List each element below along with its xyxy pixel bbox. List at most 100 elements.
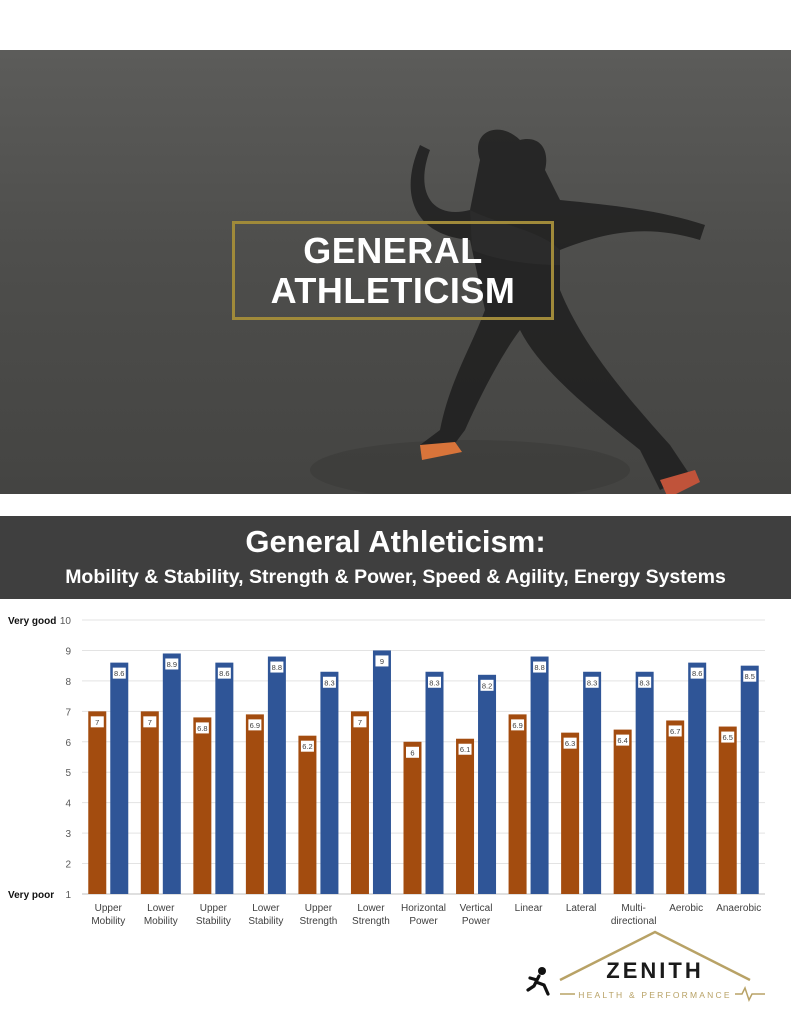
data-label: 8.3: [639, 678, 649, 687]
x-tick-label: Power: [409, 916, 438, 927]
y-tick-label: 9: [65, 646, 71, 657]
data-label: 8.8: [534, 663, 544, 672]
data-label-box: [406, 746, 419, 758]
bar-post: [162, 653, 181, 894]
logo-name: ZENITH: [606, 958, 703, 983]
bar-pre: [193, 717, 212, 894]
x-tick-label: Upper: [305, 903, 333, 914]
bar-post: [583, 671, 602, 894]
x-tick-label: Power: [462, 916, 491, 927]
data-label: 7: [358, 718, 362, 727]
bar-chart: 1 2 3 4 5 6 7 8 9 10 Very good Very poor 7 8.6 Upper Mo…: [8, 616, 765, 927]
data-label: 6: [410, 748, 414, 757]
section-subtitle: Mobility & Stability, Strength & Power, …: [65, 566, 726, 588]
data-label: 8.3: [324, 678, 334, 687]
x-tick-label: Horizontal: [401, 903, 446, 914]
bar-pre: [718, 726, 737, 894]
bar-pre: [613, 729, 632, 894]
data-label: 6.2: [302, 742, 312, 751]
bar-pre: [666, 720, 685, 894]
data-label: 8.6: [114, 669, 124, 678]
data-label-box: [616, 734, 630, 746]
data-label: 6.3: [565, 739, 575, 748]
x-tick-label: Multi-: [621, 903, 645, 914]
heartbeat-icon: [735, 986, 765, 1002]
bar-post: [478, 674, 497, 894]
data-label-box: [721, 731, 735, 743]
data-label-box: [668, 725, 682, 737]
bar-pre: [561, 732, 580, 894]
bar-pre: [350, 711, 369, 894]
data-label-box: [375, 655, 389, 667]
x-tick-label: Upper: [200, 903, 228, 914]
y-tick-label: 5: [65, 768, 71, 779]
data-label-box: [248, 719, 262, 731]
y-tick-label: 3: [65, 829, 71, 840]
data-label-box: [690, 667, 704, 679]
x-tick-label: Mobility: [91, 916, 125, 927]
x-tick-label: Linear: [515, 903, 543, 914]
y-tick-label: 7: [65, 707, 71, 718]
data-label: 8.6: [219, 669, 229, 678]
data-label-box: [90, 716, 104, 728]
bar-post: [425, 671, 444, 894]
runner-icon: [526, 967, 550, 996]
bar-post: [688, 662, 707, 894]
data-label: 9: [380, 657, 384, 666]
bar-post: [110, 662, 129, 894]
roof-line: [559, 930, 751, 982]
data-label: 7: [148, 718, 152, 727]
data-label-box: [563, 737, 577, 749]
section-title: General Athleticism:: [245, 524, 546, 559]
hero-banner: GENERAL ATHLETICISM: [0, 50, 791, 494]
data-label: 8.6: [692, 669, 702, 678]
data-label-box: [511, 719, 525, 731]
y-tick-label: 10: [60, 616, 72, 627]
data-label: 8.3: [587, 678, 597, 687]
data-label: 6.8: [197, 724, 207, 733]
data-label: 8.3: [429, 678, 439, 687]
y-tick-label: 1: [65, 890, 71, 901]
bar-pre: [245, 714, 264, 894]
data-label-box: [322, 676, 336, 688]
data-label: 6.7: [670, 727, 680, 736]
bar-pre: [298, 735, 317, 894]
data-label-box: [270, 661, 284, 673]
x-tick-label: Stability: [248, 916, 283, 927]
x-tick-label: Mobility: [144, 916, 178, 927]
zenith-logo: ZENITH HEALTH & PERFORMANCE: [526, 930, 765, 1002]
data-label-box: [458, 743, 472, 755]
bar-post: [320, 671, 339, 894]
y-tick-label: 8: [65, 677, 71, 688]
x-tick-label: Vertical: [460, 903, 493, 914]
bar-pre: [88, 711, 107, 894]
x-tick-label: Lateral: [566, 903, 597, 914]
data-label-box: [165, 658, 179, 670]
data-label: 6.9: [250, 721, 260, 730]
bar-post: [215, 662, 234, 894]
logo-tagline: HEALTH & PERFORMANCE: [578, 990, 731, 1000]
data-label-box: [353, 716, 367, 728]
x-tick-label: directional: [611, 916, 657, 927]
data-label: 6.1: [460, 745, 470, 754]
data-label-box: [585, 676, 599, 688]
y-top-label: Very good: [8, 616, 56, 627]
data-label-box: [143, 716, 157, 728]
data-label-box: [112, 667, 126, 679]
data-label: 8.2: [482, 681, 492, 690]
bar-post: [740, 665, 759, 894]
x-tick-label: Anaerobic: [716, 903, 761, 914]
data-label: 8.8: [272, 663, 282, 672]
data-label: 8.5: [745, 672, 755, 681]
bar-post: [372, 650, 391, 894]
hero-title-line1: GENERAL: [303, 229, 483, 271]
data-label: 6.4: [617, 736, 627, 745]
data-label-box: [743, 670, 757, 682]
data-label-box: [300, 740, 314, 752]
hero-title-line2: ATHLETICISM: [270, 269, 516, 311]
y-bottom-label: Very poor: [8, 890, 54, 901]
bar-pre: [140, 711, 159, 894]
x-tick-label: Strength: [352, 916, 390, 927]
data-label-box: [533, 661, 547, 673]
bar-pre: [403, 741, 422, 894]
